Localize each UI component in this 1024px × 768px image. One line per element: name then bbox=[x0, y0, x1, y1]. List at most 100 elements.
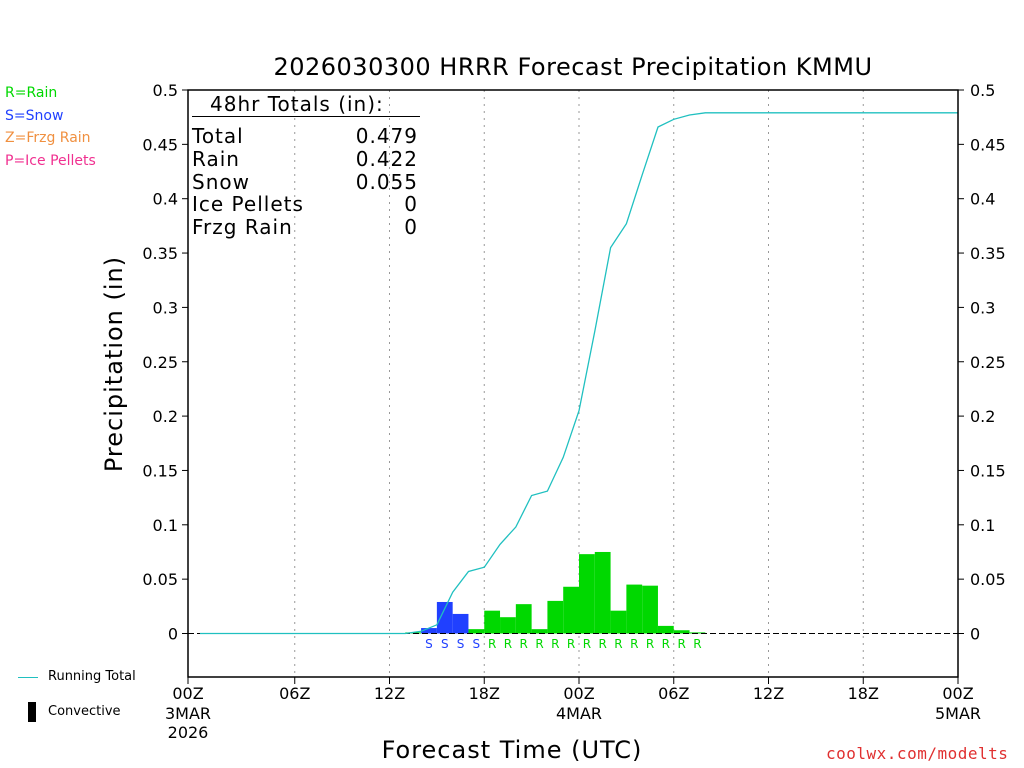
precip-bar bbox=[689, 632, 706, 634]
y-tick-label-right: 0.5 bbox=[970, 81, 995, 100]
precip-bar bbox=[436, 601, 453, 634]
y-tick-label-right: 0.1 bbox=[970, 516, 995, 535]
x-tick-label: 06Z bbox=[658, 684, 689, 703]
x-tick-date: 3MAR bbox=[165, 704, 211, 723]
precip-type-letter: R bbox=[646, 637, 654, 651]
y-axis-label: Precipitation (in) bbox=[100, 256, 128, 472]
y-tick-label-right: 0.4 bbox=[970, 190, 995, 209]
totals-box: 48hr Totals (in): Total 0.479 Rain 0.422… bbox=[191, 92, 420, 239]
legend-rain: R=Rain bbox=[5, 85, 58, 101]
type-legend: R=Rain S=Snow Z=Frzg Rain P=Ice Pellets bbox=[5, 82, 96, 172]
chart-title: 2026030300 HRRR Forecast Precipitation K… bbox=[273, 53, 872, 81]
precip-bar bbox=[610, 610, 627, 634]
precip-type-letter: R bbox=[520, 637, 528, 651]
x-tick-label: 00Z bbox=[563, 684, 594, 703]
y-tick-label-left: 0 bbox=[168, 625, 178, 644]
precip-type-letter: R bbox=[535, 637, 543, 651]
totals-value-frzg-rain: 0 bbox=[404, 215, 418, 239]
totals-value-total: 0.479 bbox=[356, 124, 418, 148]
precip-type-letter: R bbox=[614, 637, 622, 651]
y-tick-label-right: 0.15 bbox=[970, 461, 1006, 480]
precip-bar bbox=[468, 629, 485, 634]
precip-type-letter: R bbox=[693, 637, 701, 651]
precip-type-letter: R bbox=[488, 637, 496, 651]
precip-bar bbox=[547, 600, 564, 634]
precip-bar bbox=[594, 551, 611, 634]
y-tick-label-left: 0.25 bbox=[142, 353, 178, 372]
precip-bar bbox=[657, 625, 674, 634]
precip-bar bbox=[626, 584, 643, 634]
precip-type-letter: S bbox=[473, 637, 481, 651]
x-tick-label: 00Z bbox=[942, 684, 973, 703]
y-tick-label-left: 0.2 bbox=[153, 407, 178, 426]
totals-label-snow: Snow bbox=[192, 170, 250, 194]
precip-type-letter: R bbox=[599, 637, 607, 651]
x-tick-label: 12Z bbox=[753, 684, 784, 703]
precip-type-letter: R bbox=[504, 637, 512, 651]
precip-type-letter: S bbox=[457, 637, 465, 651]
legend-frzg-rain: Z=Frzg Rain bbox=[5, 130, 91, 146]
precip-bar bbox=[452, 613, 469, 634]
totals-label-rain: Rain bbox=[192, 147, 240, 171]
precip-type-letter: R bbox=[630, 637, 638, 651]
y-tick-label-left: 0.5 bbox=[153, 81, 178, 100]
y-tick-label-left: 0.1 bbox=[153, 516, 178, 535]
y-tick-label-right: 0.3 bbox=[970, 298, 995, 317]
precip-bar bbox=[673, 630, 690, 634]
legend-convective: Convective bbox=[48, 704, 121, 719]
y-tick-label-right: 0 bbox=[970, 625, 980, 644]
x-tick-label: 06Z bbox=[279, 684, 310, 703]
y-axis-ticks: 0.5 0.5 0.45 0.45 0.4 0.4 0.35 0.35 0.3 0.3 0.25 0.… bbox=[142, 81, 1005, 644]
y-tick-label-right: 0.2 bbox=[970, 407, 995, 426]
x-tick-label: 18Z bbox=[848, 684, 879, 703]
y-tick-label-left: 0.45 bbox=[142, 135, 178, 154]
y-tick-label-left: 0.4 bbox=[153, 190, 178, 209]
precip-type-letter: R bbox=[583, 637, 591, 651]
x-tick-date: 4MAR bbox=[556, 704, 602, 723]
running-total-swatch bbox=[18, 677, 38, 678]
precip-bar bbox=[421, 628, 437, 634]
bars-group bbox=[405, 551, 706, 634]
precip-bar bbox=[531, 629, 548, 634]
x-axis-label: Forecast Time (UTC) bbox=[382, 736, 643, 764]
y-tick-label-left: 0.15 bbox=[142, 461, 178, 480]
precip-bar bbox=[642, 585, 658, 634]
x-tick-label: 00Z bbox=[172, 684, 203, 703]
convective-swatch bbox=[28, 702, 36, 722]
y-tick-label-left: 0.05 bbox=[142, 570, 178, 589]
precip-type-letter: R bbox=[567, 637, 575, 651]
precip-bar bbox=[515, 604, 532, 634]
y-tick-label-right: 0.25 bbox=[970, 353, 1006, 372]
x-tick-label: 12Z bbox=[374, 684, 405, 703]
y-tick-label-right: 0.35 bbox=[970, 244, 1006, 263]
x-tick-year: 2026 bbox=[168, 723, 209, 742]
legend-ice-pellets: P=Ice Pellets bbox=[5, 152, 96, 169]
legend-snow: S=Snow bbox=[5, 107, 64, 124]
legend-running-total: Running Total bbox=[48, 669, 136, 684]
y-tick-label-left: 0.35 bbox=[142, 244, 178, 263]
precip-type-letter: R bbox=[551, 637, 559, 651]
credit: coolwx.com/modelts bbox=[826, 744, 1009, 763]
y-tick-label-right: 0.05 bbox=[970, 570, 1006, 589]
precip-type-letter: S bbox=[441, 637, 449, 651]
plot-frame bbox=[187, 89, 959, 678]
y-tick-label-right: 0.45 bbox=[970, 135, 1006, 154]
running-total-line bbox=[200, 112, 958, 635]
totals-label-ice-pellets: Ice Pellets bbox=[192, 192, 304, 216]
x-tick-date: 5MAR bbox=[935, 704, 981, 723]
totals-heading: 48hr Totals (in): bbox=[210, 92, 384, 116]
totals-label-total: Total bbox=[191, 124, 244, 148]
precip-type-letter: R bbox=[662, 637, 670, 651]
totals-value-rain: 0.422 bbox=[356, 147, 418, 171]
x-tick-label: 18Z bbox=[469, 684, 500, 703]
precip-bar bbox=[500, 617, 516, 634]
totals-value-snow: 0.055 bbox=[356, 170, 418, 194]
y-tick-label-left: 0.3 bbox=[153, 298, 178, 317]
precip-type-letter: S bbox=[425, 637, 433, 651]
precip-type-letter: R bbox=[677, 637, 685, 651]
precip-bar bbox=[484, 610, 501, 634]
totals-value-ice-pellets: 0 bbox=[404, 192, 418, 216]
